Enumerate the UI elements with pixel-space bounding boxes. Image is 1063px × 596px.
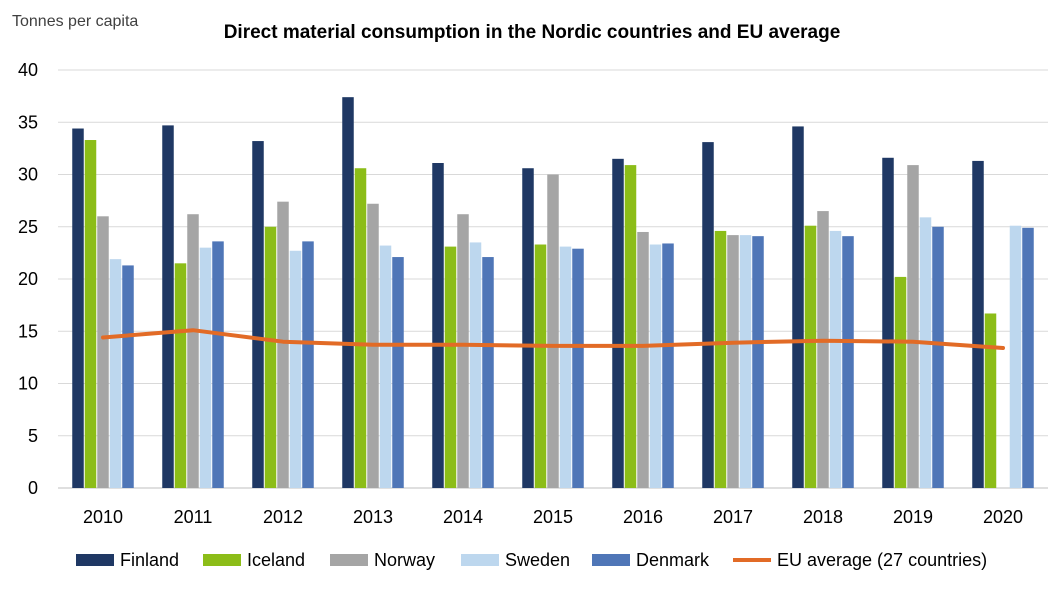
bar-denmark-2014: [482, 257, 494, 488]
bar-sweden-2015: [560, 247, 572, 488]
bar-denmark-2015: [572, 249, 584, 488]
bar-sweden-2013: [380, 246, 392, 488]
x-tick-label: 2010: [83, 507, 123, 527]
x-tick-label: 2016: [623, 507, 663, 527]
bar-denmark-2020: [1022, 228, 1034, 488]
bar-denmark-2017: [752, 236, 764, 488]
bar-iceland-2020: [985, 313, 997, 488]
y-tick-label: 35: [18, 112, 38, 132]
bar-norway-2014: [457, 214, 469, 488]
bar-denmark-2018: [842, 236, 854, 488]
y-tick-label: 20: [18, 269, 38, 289]
bar-finland-2019: [882, 158, 894, 488]
legend-label-norway: Norway: [374, 550, 435, 570]
legend-swatch-sweden: [461, 554, 499, 566]
bar-iceland-2013: [355, 168, 367, 488]
y-tick-label: 0: [28, 478, 38, 498]
bar-sweden-2010: [110, 259, 122, 488]
bar-finland-2014: [432, 163, 444, 488]
y-tick-label: 5: [28, 426, 38, 446]
legend-swatch-finland: [76, 554, 114, 566]
bar-denmark-2013: [392, 257, 404, 488]
y-tick-label: 15: [18, 321, 38, 341]
bar-norway-2010: [97, 216, 109, 488]
bar-finland-2020: [972, 161, 984, 488]
bar-iceland-2016: [625, 165, 637, 488]
bar-finland-2017: [702, 142, 714, 488]
legend-label-iceland: Iceland: [247, 550, 305, 570]
x-tick-label: 2015: [533, 507, 573, 527]
bar-finland-2018: [792, 126, 804, 488]
y-axis-ticks: 0 5 10 15 20 25 30 35 40: [18, 60, 38, 498]
chart-title: Direct material consumption in the Nordi…: [224, 22, 841, 43]
bar-norway-2011: [187, 214, 199, 488]
x-tick-label: 2019: [893, 507, 933, 527]
bar-sweden-2016: [650, 245, 662, 488]
legend: Finland Iceland Norway Sweden Denmark EU aver…: [76, 550, 987, 570]
y-tick-label: 40: [18, 60, 38, 80]
bar-sweden-2012: [290, 251, 302, 488]
bar-iceland-2014: [445, 247, 457, 488]
bar-iceland-2012: [265, 227, 277, 488]
legend-swatch-norway: [330, 554, 368, 566]
bar-norway-2018: [817, 211, 829, 488]
bar-finland-2011: [162, 125, 174, 488]
bar-denmark-2012: [302, 241, 314, 488]
bar-sweden-2020: [1010, 226, 1022, 488]
x-tick-label: 2020: [983, 507, 1023, 527]
bar-finland-2016: [612, 159, 624, 488]
bar-norway-2016: [637, 232, 649, 488]
legend-label-sweden: Sweden: [505, 550, 570, 570]
bar-finland-2010: [72, 129, 84, 488]
legend-swatch-iceland: [203, 554, 241, 566]
y-tick-label: 25: [18, 217, 38, 237]
bar-iceland-2010: [85, 140, 97, 488]
bar-finland-2015: [522, 168, 534, 488]
bar-sweden-2011: [200, 248, 212, 488]
bar-sweden-2017: [740, 235, 752, 488]
bar-denmark-2016: [662, 243, 674, 488]
bar-norway-2019: [907, 165, 919, 488]
bar-iceland-2018: [805, 226, 817, 488]
y-unit-label: Tonnes per capita: [12, 13, 138, 30]
legend-swatch-denmark: [592, 554, 630, 566]
legend-label-finland: Finland: [120, 550, 179, 570]
x-tick-label: 2014: [443, 507, 483, 527]
bar-denmark-2010: [122, 265, 134, 488]
bar-denmark-2011: [212, 241, 224, 488]
x-axis-ticks: 2010 2011 2012 2013 2014 2015 2016 2017 2018 2019…: [83, 507, 1023, 527]
bar-sweden-2019: [920, 217, 932, 488]
bar-norway-2015: [547, 175, 559, 489]
legend-label-eu-average-27-countries: EU average (27 countries): [777, 550, 987, 570]
bar-finland-2013: [342, 97, 354, 488]
bar-norway-2017: [727, 235, 739, 488]
bars: [72, 97, 1034, 488]
y-tick-label: 10: [18, 374, 38, 394]
x-tick-label: 2013: [353, 507, 393, 527]
x-tick-label: 2018: [803, 507, 843, 527]
bar-iceland-2019: [895, 277, 907, 488]
x-tick-label: 2011: [174, 507, 213, 527]
bar-denmark-2019: [932, 227, 944, 488]
bar-norway-2012: [277, 202, 289, 488]
x-tick-label: 2012: [263, 507, 303, 527]
x-tick-label: 2017: [713, 507, 753, 527]
bar-iceland-2011: [175, 263, 187, 488]
y-tick-label: 30: [18, 165, 38, 185]
bar-iceland-2017: [715, 231, 727, 488]
bar-finland-2012: [252, 141, 264, 488]
bar-sweden-2014: [470, 242, 482, 488]
legend-label-denmark: Denmark: [636, 550, 710, 570]
bar-iceland-2015: [535, 245, 547, 488]
bar-sweden-2018: [830, 231, 842, 488]
